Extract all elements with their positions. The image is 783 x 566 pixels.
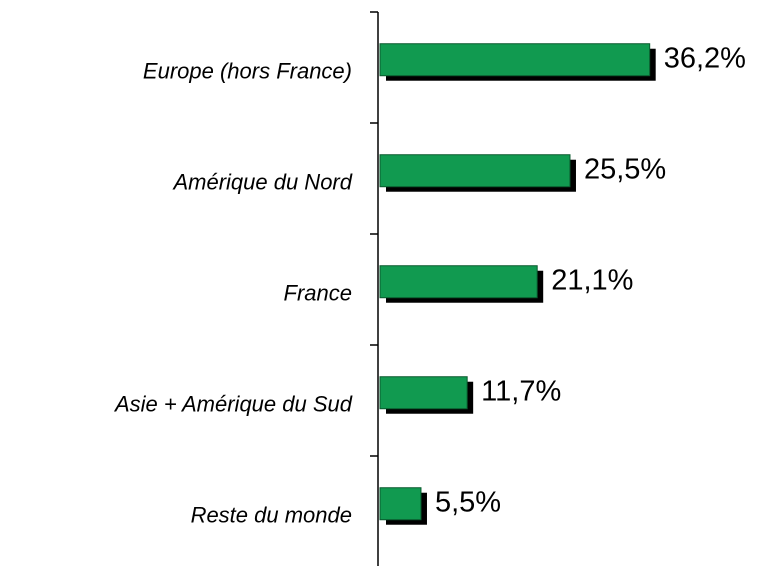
value-label: 11,7%: [481, 375, 561, 407]
value-label: 25,5%: [584, 153, 666, 185]
bar: [379, 376, 468, 410]
category-label: France: [284, 280, 352, 305]
bar: [379, 487, 422, 521]
category-label: Asie + Amérique du Sud: [113, 391, 353, 416]
category-label: Europe (hors France): [143, 58, 352, 83]
value-label: 5,5%: [435, 486, 501, 518]
value-label: 36,2%: [664, 42, 746, 74]
category-label: Amérique du Nord: [171, 169, 352, 194]
bar: [379, 265, 538, 299]
bar: [379, 43, 651, 77]
bar: [379, 154, 571, 188]
value-label: 21,1%: [551, 264, 633, 296]
category-label: Reste du monde: [191, 502, 352, 527]
